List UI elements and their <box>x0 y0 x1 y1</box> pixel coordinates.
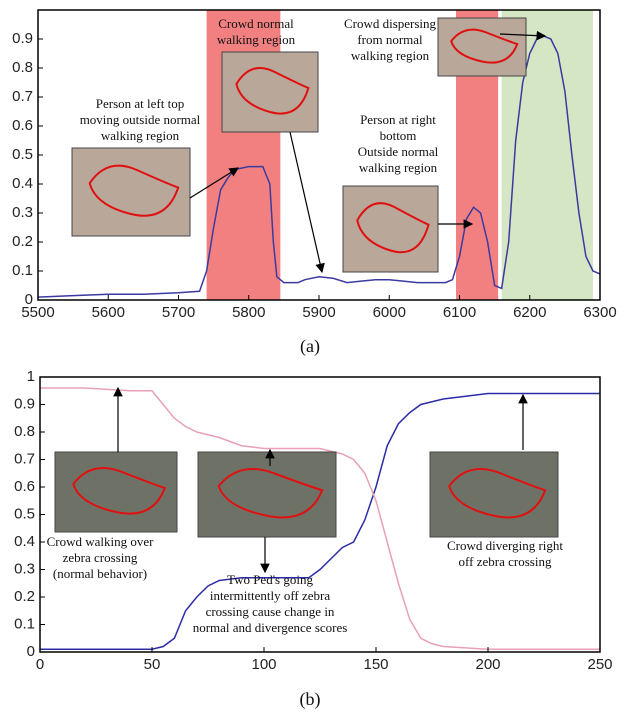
y-tick-label: 0.1 <box>12 262 33 279</box>
crowd-outline <box>450 28 519 64</box>
y-tick-label: 0.3 <box>14 560 35 577</box>
annotation-text: walking region <box>217 32 296 47</box>
annotation-arrow <box>289 131 325 274</box>
y-tick-label: 0.3 <box>12 204 33 221</box>
x-tick-label: 6000 <box>373 304 406 321</box>
y-tick-label: 0.9 <box>14 395 35 412</box>
annotation-text: Two Ped's going <box>227 572 313 587</box>
annotation-text: off zebra crossing <box>459 554 552 569</box>
annotation-text: walking region <box>101 128 180 143</box>
crowd-outline <box>88 164 180 217</box>
annotation-text: from normal <box>357 32 423 47</box>
crowd-outline <box>356 202 430 254</box>
annotation-text: Person at left top <box>96 96 184 111</box>
x-tick-label: 100 <box>251 656 276 673</box>
annotation-text: bottom <box>380 128 417 143</box>
crowd-outline <box>217 468 324 519</box>
annotation-text: walking region <box>359 160 438 175</box>
annotation-text: normal and divergence scores <box>193 620 348 635</box>
x-tick-label: 50 <box>144 656 161 673</box>
y-tick-label: 0.9 <box>12 30 33 47</box>
x-tick-label: 5900 <box>302 304 335 321</box>
y-tick-label: 1 <box>27 368 35 385</box>
y-tick-label: 0.7 <box>14 450 35 467</box>
x-tick-label: 0 <box>36 656 44 673</box>
y-tick-label: 0.6 <box>12 117 33 134</box>
y-tick-label: 0 <box>25 291 33 308</box>
y-tick-label: 0.4 <box>14 533 35 550</box>
x-tick-label: 5600 <box>92 304 125 321</box>
snapshot-image <box>54 451 178 533</box>
snapshot-image <box>342 185 439 273</box>
series-line <box>40 387 600 650</box>
x-tick-label: 6100 <box>443 304 476 321</box>
y-tick-label: 0.2 <box>12 233 33 250</box>
x-tick-label: 6200 <box>513 304 546 321</box>
y-tick-label: 0 <box>27 643 35 660</box>
y-tick-label: 0.1 <box>14 615 35 632</box>
y-tick-label: 0.8 <box>14 423 35 440</box>
x-tick-label: 5800 <box>232 304 265 321</box>
x-tick-label: 250 <box>587 656 612 673</box>
y-tick-label: 0.5 <box>14 505 35 522</box>
annotation-text: Crowd normal <box>218 16 294 31</box>
annotation-text: zebra crossing <box>63 550 138 565</box>
y-tick-label: 0.7 <box>12 88 33 105</box>
annotation-text: intermittently off zebra <box>210 588 331 603</box>
annotation-text: Crowd walking over <box>47 534 155 549</box>
crowd-outline <box>72 467 167 515</box>
x-tick-label: 6300 <box>583 304 616 321</box>
annotation-text: Outside normal <box>358 144 439 159</box>
y-tick-label: 0.8 <box>12 59 33 76</box>
y-tick-label: 0.6 <box>14 478 35 495</box>
annotation-text: walking region <box>351 48 430 63</box>
annotation-text: Crowd diverging right <box>447 538 563 553</box>
y-tick-label: 0.5 <box>12 146 33 163</box>
annotation-text: Crowd dispersing <box>344 16 437 31</box>
series-line <box>40 392 600 650</box>
snapshot-image <box>437 17 527 77</box>
x-tick-label: 5500 <box>21 304 54 321</box>
crowd-outline <box>235 67 310 115</box>
annotation-text: (normal behavior) <box>53 566 147 581</box>
x-tick-label: 150 <box>363 656 388 673</box>
y-tick-label: 0.4 <box>12 175 33 192</box>
snapshot-image <box>221 51 319 133</box>
x-tick-label: 5700 <box>162 304 195 321</box>
annotation-arrow <box>189 167 240 199</box>
caption: (b) <box>300 689 321 710</box>
crowd-outline <box>448 468 547 519</box>
caption: (a) <box>300 336 320 357</box>
snapshot-image <box>71 147 191 237</box>
y-tick-label: 0.2 <box>14 588 35 605</box>
x-tick-label: 200 <box>475 656 500 673</box>
annotation-text: moving outside normal <box>80 112 201 127</box>
snapshot-image <box>197 451 337 538</box>
snapshot-image <box>429 451 559 538</box>
annotation-arrow <box>499 30 547 41</box>
annotation-text: crossing cause change in <box>206 604 335 619</box>
annotation-text: Person at right <box>360 112 436 127</box>
